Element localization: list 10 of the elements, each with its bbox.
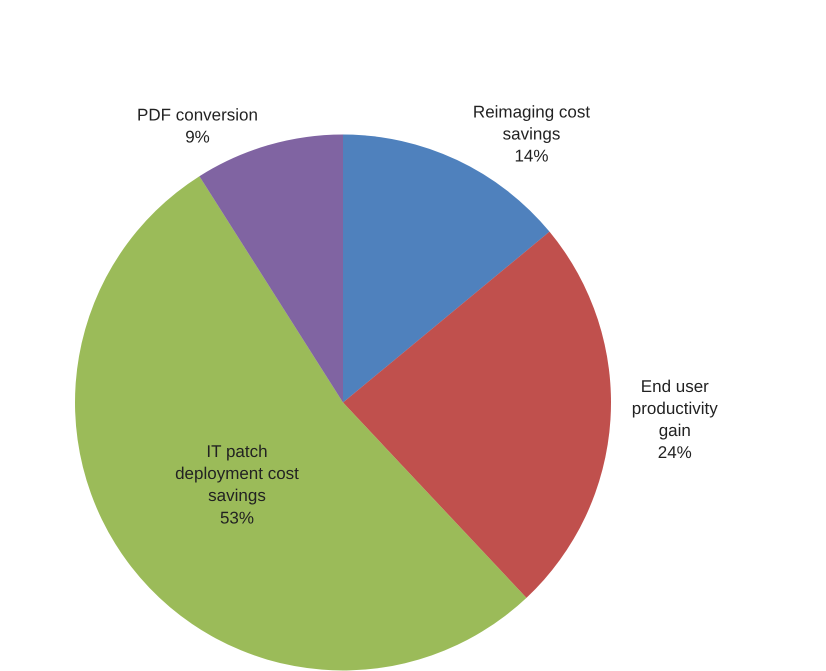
slice-label: IT patch deployment cost savings [175,442,300,506]
data-label: 24% [658,443,692,462]
data-label: 9% [185,128,210,147]
pie-slice [343,232,610,598]
data-label: 53% [220,508,254,528]
pie-slice [75,176,526,670]
slice-label: Reimaging cost savings [472,102,590,144]
data-label: 14% [514,146,549,166]
slice-label: End user productivity gain [632,376,718,440]
slice-label: PDF conversion [137,106,258,125]
